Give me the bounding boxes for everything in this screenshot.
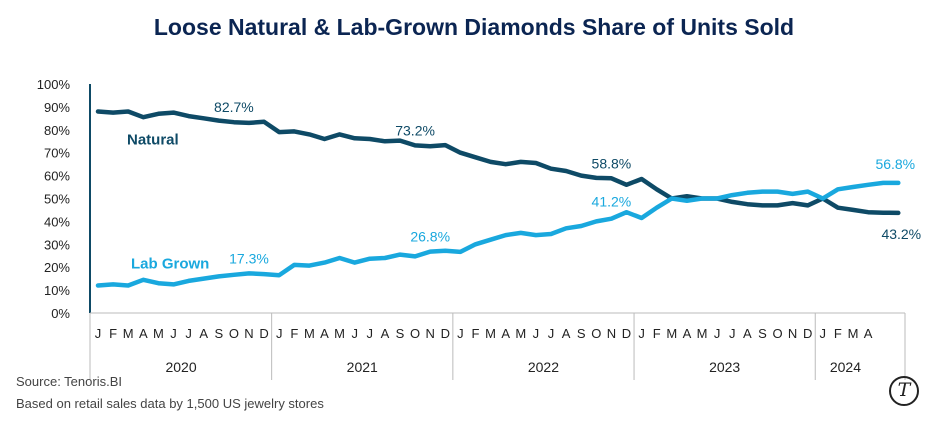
data-label: 82.7% <box>214 99 254 115</box>
year-label: 2021 <box>347 359 378 375</box>
data-labels: Natural Lab Grown 82.7% 73.2% 58.8% 43.2% 17.3… <box>127 99 921 272</box>
y-tick-label: 50% <box>44 192 70 207</box>
x-tick-label: M <box>123 326 134 341</box>
x-tick-label: M <box>304 326 315 341</box>
x-tick-label: N <box>607 326 616 341</box>
series-line <box>95 109 901 216</box>
x-tick-label: O <box>410 326 420 341</box>
x-tick-label: J <box>367 326 374 341</box>
x-tick-label: A <box>501 326 510 341</box>
series-name-label: Natural <box>127 132 179 149</box>
x-tick-label: A <box>683 326 692 341</box>
x-tick-label: O <box>772 326 782 341</box>
data-label: 56.8% <box>875 156 915 172</box>
x-tick-label: O <box>591 326 601 341</box>
year-label: 2024 <box>830 359 861 375</box>
x-tick-label: J <box>457 326 464 341</box>
x-tick-label: M <box>848 326 859 341</box>
x-tick-label: A <box>139 326 148 341</box>
x-tick-label: S <box>758 326 767 341</box>
x-tick-label: J <box>729 326 736 341</box>
y-axis: 0% 10% 20% 30% 40% 50% 60% 70% 80% 90% 100% <box>37 77 91 321</box>
data-label: 26.8% <box>410 229 450 245</box>
x-tick-label: N <box>244 326 253 341</box>
x-tick-label: S <box>214 326 223 341</box>
y-tick-label: 60% <box>44 169 70 184</box>
x-tick-label: N <box>426 326 435 341</box>
x-tick-label: F <box>472 326 480 341</box>
x-tick-label: A <box>199 326 208 341</box>
year-label: 2023 <box>709 359 740 375</box>
year-label: 2020 <box>165 359 196 375</box>
x-tick-label: F <box>653 326 661 341</box>
x-tick-label: J <box>351 326 358 341</box>
series-lines <box>95 109 901 288</box>
x-tick-label: A <box>381 326 390 341</box>
x-tick-label: A <box>320 326 329 341</box>
chart-title: Loose Natural & Lab-Grown Diamonds Share… <box>153 14 795 40</box>
x-tick-label: S <box>396 326 405 341</box>
y-tick-label: 100% <box>37 77 71 92</box>
x-tick-label: M <box>515 326 526 341</box>
year-label: 2022 <box>528 359 559 375</box>
x-tick-label: M <box>697 326 708 341</box>
y-tick-label: 0% <box>51 306 70 321</box>
x-tick-label: D <box>803 326 812 341</box>
series-name-label: Lab Grown <box>131 255 209 272</box>
x-tick-label: J <box>533 326 540 341</box>
x-tick-label: J <box>170 326 177 341</box>
x-tick-label: J <box>820 326 827 341</box>
data-label: 41.2% <box>592 194 632 210</box>
y-tick-label: 20% <box>44 260 70 275</box>
y-tick-label: 80% <box>44 123 70 138</box>
x-tick-label: A <box>562 326 571 341</box>
x-tick-label: J <box>714 326 721 341</box>
x-tick-label: J <box>548 326 555 341</box>
data-label: 17.3% <box>229 250 269 266</box>
x-tick-label: F <box>290 326 298 341</box>
x-tick-label: F <box>109 326 117 341</box>
data-label: 43.2% <box>881 226 921 242</box>
x-tick-label: F <box>834 326 842 341</box>
x-tick-label: D <box>259 326 268 341</box>
x-tick-label: J <box>95 326 102 341</box>
series-line <box>95 180 901 288</box>
x-tick-label: M <box>334 326 345 341</box>
x-tick-label: J <box>276 326 283 341</box>
x-tick-label: A <box>743 326 752 341</box>
x-tick-label: S <box>577 326 586 341</box>
x-tick-label: O <box>229 326 239 341</box>
x-tick-label: J <box>185 326 192 341</box>
data-label: 73.2% <box>395 122 435 138</box>
source-text: Source: Tenoris.BI <box>16 374 122 389</box>
x-tick-label: M <box>153 326 164 341</box>
x-tick-label: J <box>638 326 645 341</box>
logo-icon: T <box>889 376 919 406</box>
y-tick-label: 90% <box>44 100 70 115</box>
x-tick-label: D <box>622 326 631 341</box>
y-tick-label: 70% <box>44 146 70 161</box>
y-tick-label: 40% <box>44 214 70 229</box>
x-tick-label: D <box>441 326 450 341</box>
y-tick-label: 30% <box>44 237 70 252</box>
note-text: Based on retail sales data by 1,500 US j… <box>16 396 324 411</box>
x-tick-label: A <box>864 326 873 341</box>
data-label: 58.8% <box>592 155 632 171</box>
y-tick-label: 10% <box>44 283 70 298</box>
x-tick-label: M <box>666 326 677 341</box>
x-tick-label: M <box>485 326 496 341</box>
x-tick-label: N <box>788 326 797 341</box>
